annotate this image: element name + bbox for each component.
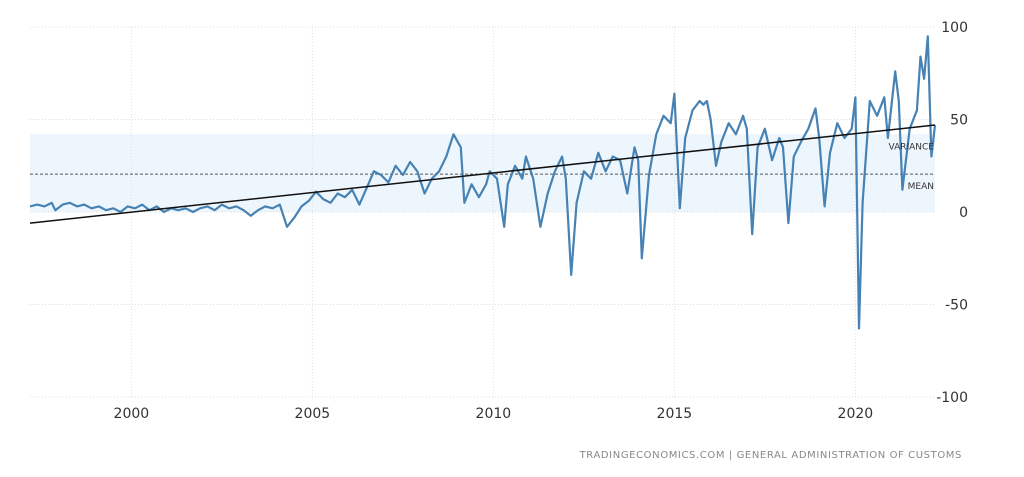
x-tick-label: 2005 [295,406,331,422]
source-credit: TRADINGECONOMICS.COM | GENERAL ADMINISTR… [579,450,962,461]
x-tick-label: 2020 [838,406,874,422]
trend-line [29,124,936,224]
x-axis-ticks: 2000 2005 2010 2015 2020 [114,406,874,422]
series-line [29,35,937,330]
y-tick-label: 50 [950,113,968,129]
variance-label: VARIANCE [888,142,934,152]
x-tick-label: 2015 [657,406,693,422]
x-tick-label: 2000 [114,406,150,422]
y-tick-label: 100 [941,20,968,36]
y-axis-ticks: 100 50 0 -50 -100 [936,20,968,406]
x-tick-label: 2010 [476,406,512,422]
y-tick-label: -50 [945,298,968,314]
grid-lines [30,26,935,398]
y-tick-label: -100 [936,390,968,406]
y-tick-label: 0 [959,205,968,221]
mean-label: MEAN [908,182,934,192]
